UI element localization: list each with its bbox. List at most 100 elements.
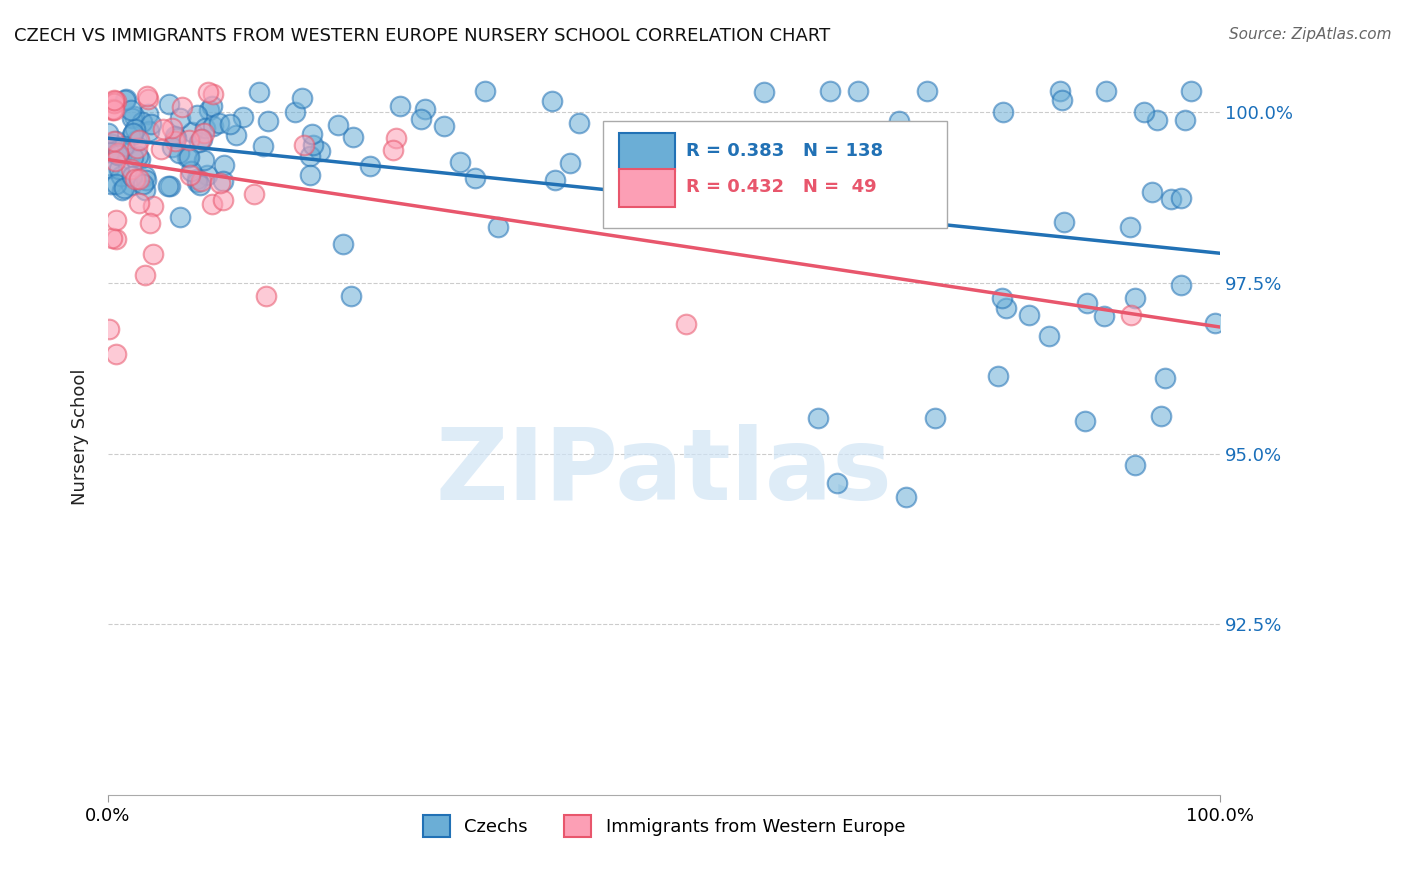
Czechs [179,150,201,164]
Immigrants from Western Europe [190,132,212,146]
Czechs [1053,215,1076,229]
Czechs [887,114,910,128]
Czechs [156,178,179,193]
Czechs [291,91,314,105]
Czechs [257,114,280,128]
Immigrants from Western Europe [172,100,194,114]
Czechs [991,104,1014,119]
Y-axis label: Nursery School: Nursery School [72,368,89,505]
Czechs [762,130,785,145]
Czechs [818,84,841,98]
Czechs [112,181,135,195]
Czechs [141,117,163,131]
Immigrants from Western Europe [128,195,150,210]
Czechs [134,183,156,197]
Immigrants from Western Europe [103,94,125,108]
Czechs [284,105,307,120]
Czechs [486,220,509,235]
Czechs [225,128,247,142]
Czechs [127,148,149,162]
Czechs [1038,328,1060,343]
Czechs [309,145,332,159]
Immigrants from Western Europe [142,246,165,260]
Czechs [388,99,411,113]
Immigrants from Western Europe [124,172,146,186]
Czechs [1076,296,1098,310]
Text: R = 0.383   N = 138: R = 0.383 N = 138 [686,143,883,161]
Czechs [994,301,1017,315]
Czechs [160,140,183,154]
Czechs [302,138,325,153]
Czechs [1142,185,1164,199]
Immigrants from Western Europe [97,321,120,335]
Czechs [197,103,219,118]
Czechs [838,132,860,146]
Czechs [131,114,153,128]
Immigrants from Western Europe [134,268,156,282]
Czechs [301,127,323,141]
FancyBboxPatch shape [620,169,675,207]
Czechs [326,118,349,132]
Immigrants from Western Europe [160,121,183,136]
Immigrants from Western Europe [208,177,231,191]
Czechs [165,128,187,143]
Czechs [1160,192,1182,206]
Czechs [1074,414,1097,428]
Czechs [100,178,122,192]
Czechs [97,126,120,140]
Czechs [212,158,235,172]
Czechs [132,178,155,192]
Czechs [110,169,132,183]
Czechs [924,410,946,425]
Czechs [464,170,486,185]
Czechs [834,130,856,145]
Czechs [1149,409,1171,424]
Immigrants from Western Europe [193,127,215,141]
Czechs [107,161,129,176]
Czechs [112,138,135,153]
Czechs [114,93,136,107]
Immigrants from Western Europe [201,197,224,211]
Czechs [121,127,143,141]
Czechs [247,85,270,99]
FancyBboxPatch shape [620,134,675,170]
Czechs [193,153,215,167]
Immigrants from Western Europe [381,144,404,158]
Czechs [568,116,591,130]
Immigrants from Western Europe [101,231,124,245]
Immigrants from Western Europe [104,232,127,246]
Czechs [827,476,849,491]
Czechs [1123,458,1146,472]
Czechs [167,145,190,160]
Czechs [560,155,582,169]
Czechs [188,178,211,192]
Legend: Czechs, Immigrants from Western Europe: Czechs, Immigrants from Western Europe [416,807,912,844]
Czechs [894,491,917,505]
Czechs [741,147,763,161]
Text: ZIPatlas: ZIPatlas [436,424,893,521]
Immigrants from Western Europe [142,198,165,212]
Czechs [1154,370,1177,384]
Czechs [201,120,224,134]
Czechs [1180,84,1202,98]
Immigrants from Western Europe [197,85,219,99]
Czechs [299,169,322,183]
Immigrants from Western Europe [103,94,125,108]
Czechs [752,85,775,99]
Czechs [433,119,456,133]
Czechs [105,145,128,160]
Immigrants from Western Europe [103,96,125,111]
Immigrants from Western Europe [125,140,148,154]
Immigrants from Western Europe [152,121,174,136]
Czechs [332,237,354,252]
Immigrants from Western Europe [201,87,224,101]
Immigrants from Western Europe [243,186,266,201]
Czechs [1133,104,1156,119]
Czechs [194,120,217,135]
Immigrants from Western Europe [105,94,128,108]
Immigrants from Western Europe [385,131,408,145]
Immigrants from Western Europe [190,174,212,188]
Czechs [120,103,142,117]
Immigrants from Western Europe [105,346,128,360]
Czechs [104,177,127,191]
